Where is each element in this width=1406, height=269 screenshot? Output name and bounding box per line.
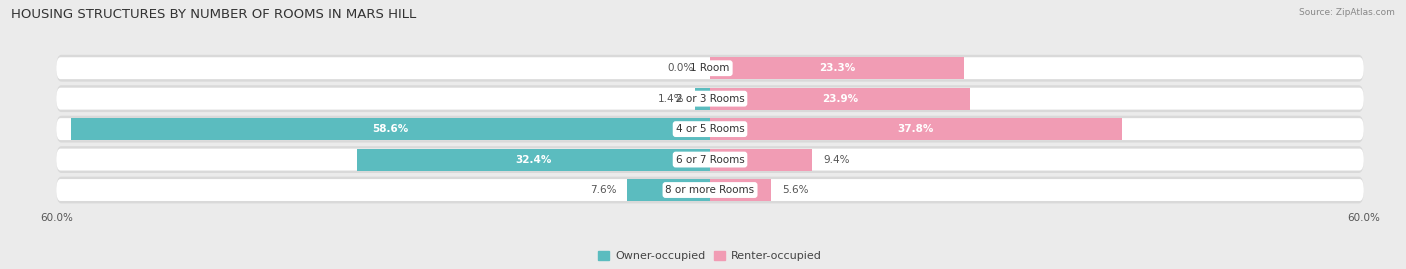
Text: 58.6%: 58.6% [373,124,409,134]
FancyBboxPatch shape [56,146,1364,173]
Text: 1.4%: 1.4% [658,94,683,104]
FancyBboxPatch shape [56,179,1364,201]
Text: 32.4%: 32.4% [516,155,551,165]
FancyBboxPatch shape [56,116,1364,143]
Bar [710,148,813,171]
Text: HOUSING STRUCTURES BY NUMBER OF ROOMS IN MARS HILL: HOUSING STRUCTURES BY NUMBER OF ROOMS IN… [11,8,416,21]
Text: 6 or 7 Rooms: 6 or 7 Rooms [676,155,744,165]
Text: 1 Room: 1 Room [690,63,730,73]
Text: 8 or more Rooms: 8 or more Rooms [665,185,755,195]
Text: 23.9%: 23.9% [823,94,858,104]
Bar [627,179,710,201]
FancyBboxPatch shape [56,118,1364,140]
Text: 9.4%: 9.4% [824,155,849,165]
Text: 0.0%: 0.0% [668,63,693,73]
Text: 23.3%: 23.3% [818,63,855,73]
Text: 37.8%: 37.8% [898,124,934,134]
Text: 4 or 5 Rooms: 4 or 5 Rooms [676,124,744,134]
Bar [357,148,710,171]
FancyBboxPatch shape [56,148,1364,171]
Bar [710,179,770,201]
Bar [710,118,1122,140]
Text: 5.6%: 5.6% [782,185,808,195]
FancyBboxPatch shape [56,55,1364,82]
Text: 7.6%: 7.6% [591,185,616,195]
Bar [72,118,710,140]
Bar [710,57,965,79]
FancyBboxPatch shape [56,57,1364,79]
FancyBboxPatch shape [56,88,1364,110]
FancyBboxPatch shape [56,177,1364,203]
Bar [710,88,970,110]
Text: Source: ZipAtlas.com: Source: ZipAtlas.com [1299,8,1395,17]
Legend: Owner-occupied, Renter-occupied: Owner-occupied, Renter-occupied [593,246,827,266]
FancyBboxPatch shape [56,85,1364,112]
Bar [695,88,710,110]
Text: 2 or 3 Rooms: 2 or 3 Rooms [676,94,744,104]
